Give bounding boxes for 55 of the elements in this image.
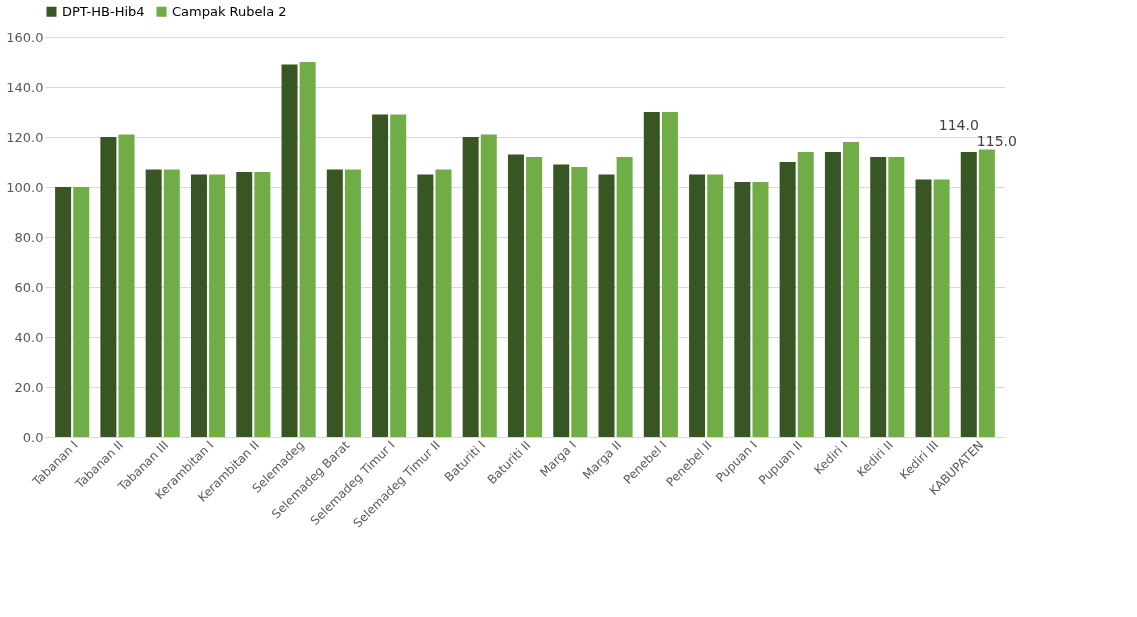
bar bbox=[236, 172, 253, 437]
bar bbox=[752, 182, 769, 437]
data-label: 114.0 bbox=[938, 117, 979, 133]
bar bbox=[507, 154, 524, 437]
bar bbox=[734, 182, 751, 437]
y-tick-label: 100.0 bbox=[6, 179, 44, 195]
bar bbox=[190, 174, 207, 437]
bar bbox=[435, 169, 452, 437]
y-tick-label: 60.0 bbox=[14, 279, 44, 295]
bar bbox=[843, 142, 860, 437]
y-tick-label: 120.0 bbox=[6, 129, 44, 145]
bar bbox=[797, 152, 814, 437]
bar bbox=[145, 169, 162, 437]
bar bbox=[933, 179, 950, 437]
bar bbox=[326, 169, 343, 437]
bar bbox=[779, 162, 796, 437]
legend-label: Campak Rubela 2 bbox=[172, 3, 287, 19]
bar bbox=[372, 114, 389, 437]
bar bbox=[118, 134, 135, 437]
data-label: 115.0 bbox=[976, 132, 1017, 149]
bar bbox=[960, 152, 977, 437]
bar bbox=[390, 114, 407, 437]
bar bbox=[616, 157, 633, 437]
bar bbox=[163, 169, 180, 437]
bar bbox=[978, 149, 995, 437]
y-tick-label: 20.0 bbox=[14, 379, 44, 395]
bar bbox=[281, 64, 298, 437]
bar bbox=[254, 172, 271, 437]
bar bbox=[73, 187, 90, 437]
bar bbox=[344, 169, 361, 437]
bar bbox=[553, 164, 570, 437]
bar bbox=[100, 137, 117, 437]
bar bbox=[526, 157, 543, 437]
bar bbox=[824, 152, 841, 437]
legend-label: DPT-HB-Hib4 bbox=[62, 3, 145, 19]
bar bbox=[299, 62, 316, 437]
y-tick-label: 140.0 bbox=[6, 79, 44, 95]
y-tick-label: 160.0 bbox=[6, 29, 44, 45]
bar bbox=[571, 167, 588, 437]
bar bbox=[707, 174, 724, 437]
bar bbox=[480, 134, 497, 437]
bar bbox=[888, 157, 905, 437]
bar bbox=[689, 174, 706, 437]
bar bbox=[643, 112, 660, 437]
bar bbox=[417, 174, 434, 437]
bar bbox=[661, 112, 678, 437]
bar bbox=[915, 179, 932, 437]
y-tick-label: 40.0 bbox=[14, 329, 44, 345]
bar bbox=[598, 174, 615, 437]
bar bbox=[462, 137, 479, 437]
bar bbox=[55, 187, 72, 437]
bar bbox=[209, 174, 226, 437]
y-tick-label: 80.0 bbox=[14, 229, 44, 245]
y-tick-label: 0.0 bbox=[22, 429, 44, 445]
bar bbox=[870, 157, 887, 437]
